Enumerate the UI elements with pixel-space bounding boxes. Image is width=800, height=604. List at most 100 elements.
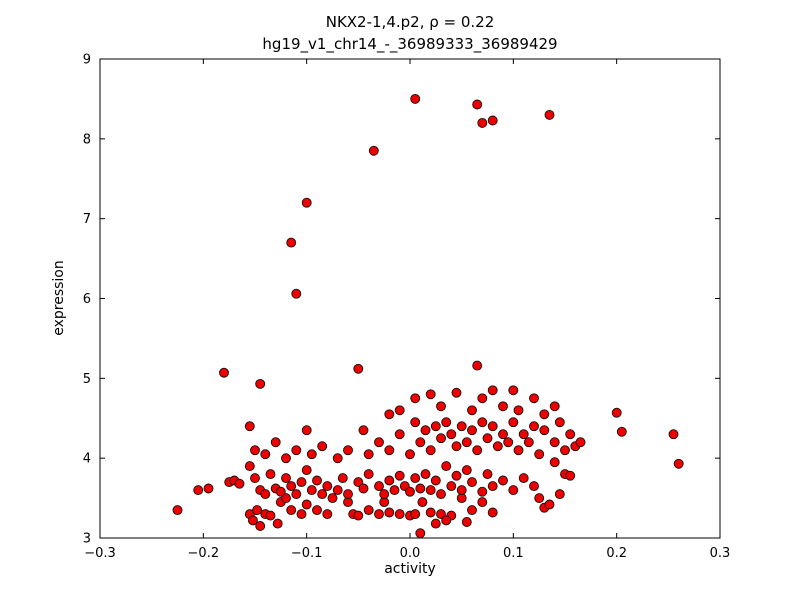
data-point bbox=[508, 485, 519, 496]
data-point bbox=[487, 115, 498, 126]
data-point bbox=[456, 421, 467, 432]
data-point bbox=[374, 481, 384, 492]
data-point bbox=[554, 489, 565, 500]
data-point bbox=[518, 429, 529, 440]
data-point bbox=[529, 421, 539, 432]
data-point bbox=[255, 378, 266, 389]
data-point bbox=[425, 507, 436, 518]
tick-label: 8 bbox=[83, 132, 91, 147]
tick-label: 0.3 bbox=[710, 546, 731, 561]
data-point bbox=[544, 109, 555, 120]
data-point bbox=[575, 437, 586, 448]
data-point bbox=[477, 117, 488, 128]
data-point bbox=[487, 385, 498, 396]
tick-label: 0.1 bbox=[503, 546, 524, 561]
data-point bbox=[425, 445, 436, 456]
data-point bbox=[301, 197, 312, 208]
tick-label: −0.3 bbox=[84, 546, 116, 561]
data-point bbox=[312, 475, 322, 486]
data-point bbox=[565, 470, 576, 481]
data-point bbox=[534, 449, 545, 460]
data-point bbox=[384, 475, 395, 486]
data-point bbox=[172, 505, 183, 516]
data-point bbox=[394, 470, 405, 481]
data-point bbox=[549, 437, 560, 448]
data-point bbox=[430, 475, 441, 486]
data-point bbox=[384, 507, 395, 518]
tick-label: 7 bbox=[83, 212, 91, 227]
data-point bbox=[451, 387, 462, 398]
data-point bbox=[301, 499, 312, 510]
data-point bbox=[446, 481, 457, 492]
data-point bbox=[467, 477, 477, 488]
data-point bbox=[252, 505, 263, 516]
data-point bbox=[513, 405, 524, 416]
data-point bbox=[394, 405, 405, 416]
data-point bbox=[461, 517, 472, 527]
data-point bbox=[436, 433, 446, 444]
data-point bbox=[539, 409, 550, 420]
data-point bbox=[482, 433, 493, 444]
data-point bbox=[467, 405, 477, 416]
tick-label: 0.2 bbox=[606, 546, 627, 561]
tick-label: 5 bbox=[83, 372, 91, 387]
data-point bbox=[498, 401, 508, 412]
data-point bbox=[384, 409, 395, 420]
data-point bbox=[244, 461, 255, 472]
data-point bbox=[472, 99, 483, 110]
data-point bbox=[425, 389, 436, 400]
data-point bbox=[317, 489, 328, 500]
data-point bbox=[363, 449, 374, 460]
x-axis-label: activity bbox=[384, 561, 436, 577]
data-point bbox=[286, 505, 297, 516]
data-point bbox=[461, 437, 472, 448]
data-point bbox=[358, 425, 369, 436]
data-point bbox=[193, 485, 204, 496]
data-point bbox=[668, 429, 679, 440]
data-point bbox=[482, 469, 493, 480]
data-point bbox=[611, 407, 622, 418]
data-point bbox=[353, 510, 364, 521]
data-points bbox=[172, 93, 684, 539]
data-point bbox=[410, 509, 421, 520]
data-point bbox=[317, 441, 328, 452]
data-point bbox=[265, 469, 276, 480]
data-point bbox=[503, 437, 514, 448]
data-point bbox=[415, 528, 426, 539]
data-point bbox=[405, 486, 415, 497]
data-point bbox=[270, 437, 281, 448]
data-point bbox=[477, 417, 488, 428]
data-point bbox=[286, 481, 297, 492]
data-point bbox=[322, 481, 333, 492]
data-point bbox=[332, 485, 343, 496]
data-point bbox=[337, 473, 348, 484]
data-point bbox=[417, 497, 428, 508]
data-point bbox=[247, 515, 258, 526]
data-point bbox=[368, 145, 379, 156]
data-point bbox=[410, 393, 421, 404]
data-point bbox=[281, 473, 291, 484]
axis-ticks: −0.3 −0.2 −0.1 0.0 0.1 0.2 0.3 3 4 5 6 7 8 9 bbox=[83, 53, 731, 562]
data-point bbox=[250, 473, 260, 484]
data-point bbox=[389, 485, 400, 496]
data-point bbox=[534, 493, 545, 504]
data-point bbox=[441, 515, 452, 526]
data-point bbox=[394, 429, 405, 440]
data-point bbox=[565, 429, 576, 440]
tick-label: −0.1 bbox=[291, 546, 323, 561]
data-point bbox=[410, 93, 421, 104]
data-point bbox=[405, 449, 415, 460]
chart-subtitle: hg19_v1_chr14_-_36989333_36989429 bbox=[262, 35, 557, 54]
data-point bbox=[467, 505, 477, 516]
data-point bbox=[343, 489, 353, 500]
data-point bbox=[286, 237, 297, 248]
data-point bbox=[498, 475, 508, 486]
data-point bbox=[487, 421, 498, 432]
data-point bbox=[260, 449, 271, 460]
data-point bbox=[487, 481, 498, 492]
data-point bbox=[219, 367, 229, 378]
data-point bbox=[472, 445, 483, 456]
data-point bbox=[451, 470, 462, 481]
data-point bbox=[425, 485, 436, 496]
